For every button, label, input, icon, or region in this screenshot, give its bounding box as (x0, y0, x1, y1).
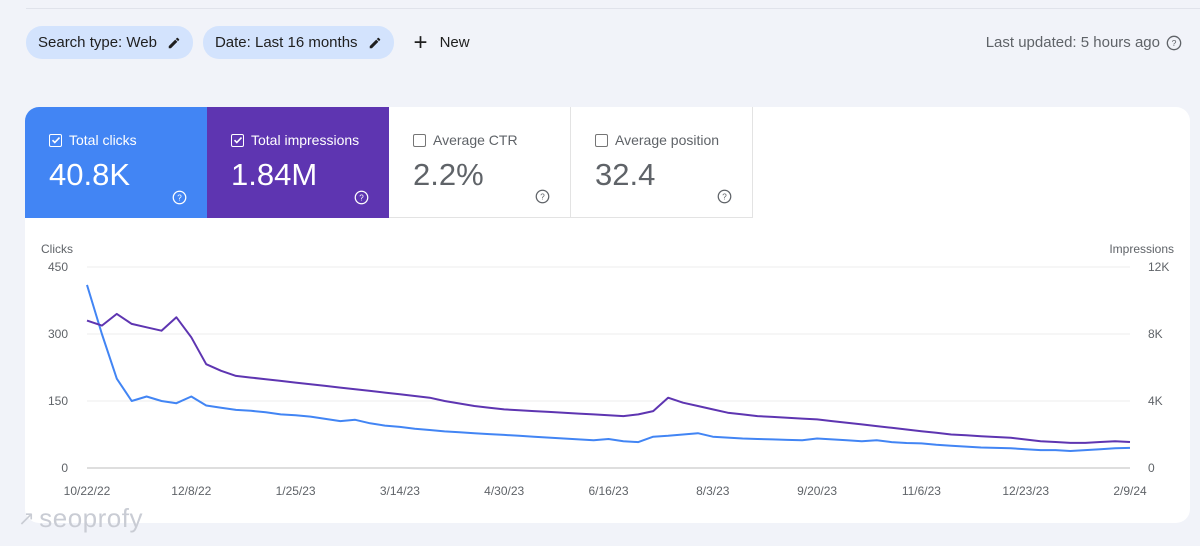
performance-card: Total clicks 40.8K ? Total impressions 1… (25, 107, 1190, 523)
watermark: ↗ seoprofy (18, 503, 143, 534)
svg-text:?: ? (540, 192, 545, 201)
help-icon[interactable]: ? (172, 190, 187, 205)
average-position-label-row: Average position (595, 132, 719, 148)
checkbox-checked-icon[interactable] (49, 133, 62, 147)
total-clicks-label-row: Total clicks (49, 132, 137, 148)
x-tick-label: 12/23/23 (1002, 484, 1049, 497)
total-impressions-label: Total impressions (251, 132, 360, 148)
pencil-icon (369, 37, 380, 48)
total-clicks-label: Total clicks (69, 132, 137, 148)
y-left-tick-label: 150 (48, 394, 68, 408)
y-left-tick-label: 300 (48, 327, 68, 341)
clicks-series-line (86, 284, 1131, 452)
average-position-value: 32.4 (595, 157, 656, 192)
x-tick-label: 3/14/23 (380, 484, 420, 497)
checkbox-checked-icon[interactable] (231, 133, 244, 147)
checkbox-unchecked-icon[interactable] (413, 133, 426, 147)
metric-tiles: Total clicks 40.8K ? Total impressions 1… (25, 107, 753, 218)
help-icon[interactable]: ? (1166, 35, 1182, 51)
search-type-label: Search type: Web (38, 34, 157, 51)
search-type-chip[interactable]: Search type: Web (26, 26, 193, 59)
last-updated: Last updated: 5 hours ago ? (986, 26, 1182, 59)
svg-text:?: ? (722, 192, 727, 201)
y-axis-right-title: Impressions (1109, 242, 1174, 256)
watermark-text: seoprofy (39, 503, 143, 533)
average-position-tile[interactable]: Average position 32.4 ? (571, 107, 753, 218)
help-icon[interactable]: ? (535, 189, 550, 204)
new-filter-button[interactable]: + New (413, 28, 470, 56)
svg-text:?: ? (177, 193, 182, 202)
x-tick-label: 4/30/23 (484, 484, 524, 497)
average-ctr-label: Average CTR (433, 132, 518, 148)
date-label: Date: Last 16 months (214, 34, 358, 51)
checkbox-unchecked-icon[interactable] (595, 133, 608, 147)
total-impressions-label-row: Total impressions (231, 132, 359, 148)
y-left-tick-label: 450 (48, 260, 68, 274)
y-right-tick-label: 4K (1148, 394, 1163, 408)
total-clicks-tile[interactable]: Total clicks 40.8K ? (25, 107, 207, 218)
svg-text:?: ? (359, 193, 364, 202)
total-impressions-tile[interactable]: Total impressions 1.84M ? (207, 107, 389, 218)
performance-chart[interactable]: Clicks Impressions 450 12K 300 8K 150 4K 0 0 10/22… (25, 227, 1190, 497)
x-tick-label: 1/25/23 (276, 484, 316, 497)
x-tick-label: 2/9/24 (1113, 484, 1147, 497)
impressions-series-line (86, 312, 1131, 444)
help-icon[interactable]: ? (717, 189, 732, 204)
date-chip[interactable]: Date: Last 16 months (202, 26, 394, 59)
total-impressions-value: 1.84M (231, 157, 318, 192)
average-ctr-tile[interactable]: Average CTR 2.2% ? (389, 107, 571, 218)
x-tick-label: 9/20/23 (797, 484, 837, 497)
total-clicks-value: 40.8K (49, 157, 131, 192)
average-ctr-value: 2.2% (413, 157, 484, 192)
y-right-tick-label: 8K (1148, 327, 1163, 341)
average-ctr-label-row: Average CTR (413, 132, 518, 148)
pencil-icon (168, 37, 180, 48)
x-tick-label: 12/8/22 (171, 484, 211, 497)
x-tick-label: 8/3/23 (696, 484, 730, 497)
y-right-tick-label: 12K (1148, 260, 1169, 274)
x-tick-label: 11/6/23 (902, 484, 941, 497)
y-right-tick-label: 0 (1148, 461, 1155, 475)
last-updated-text: Last updated: 5 hours ago (985, 34, 1160, 51)
help-icon[interactable]: ? (354, 190, 369, 205)
y-left-tick-label: 0 (61, 461, 68, 475)
new-filter-label: New (439, 34, 470, 51)
arrow-icon: ↗ (18, 508, 36, 530)
average-position-label: Average position (615, 132, 720, 148)
filter-bar: Search type: Web Date: Last 16 months + … (26, 26, 1200, 59)
y-axis-left-title: Clicks (41, 242, 73, 256)
plus-icon: + (413, 28, 428, 56)
x-tick-label: 10/22/22 (64, 484, 111, 497)
x-tick-label: 6/16/23 (588, 484, 628, 497)
top-divider (26, 8, 1200, 9)
svg-text:?: ? (1172, 38, 1177, 48)
